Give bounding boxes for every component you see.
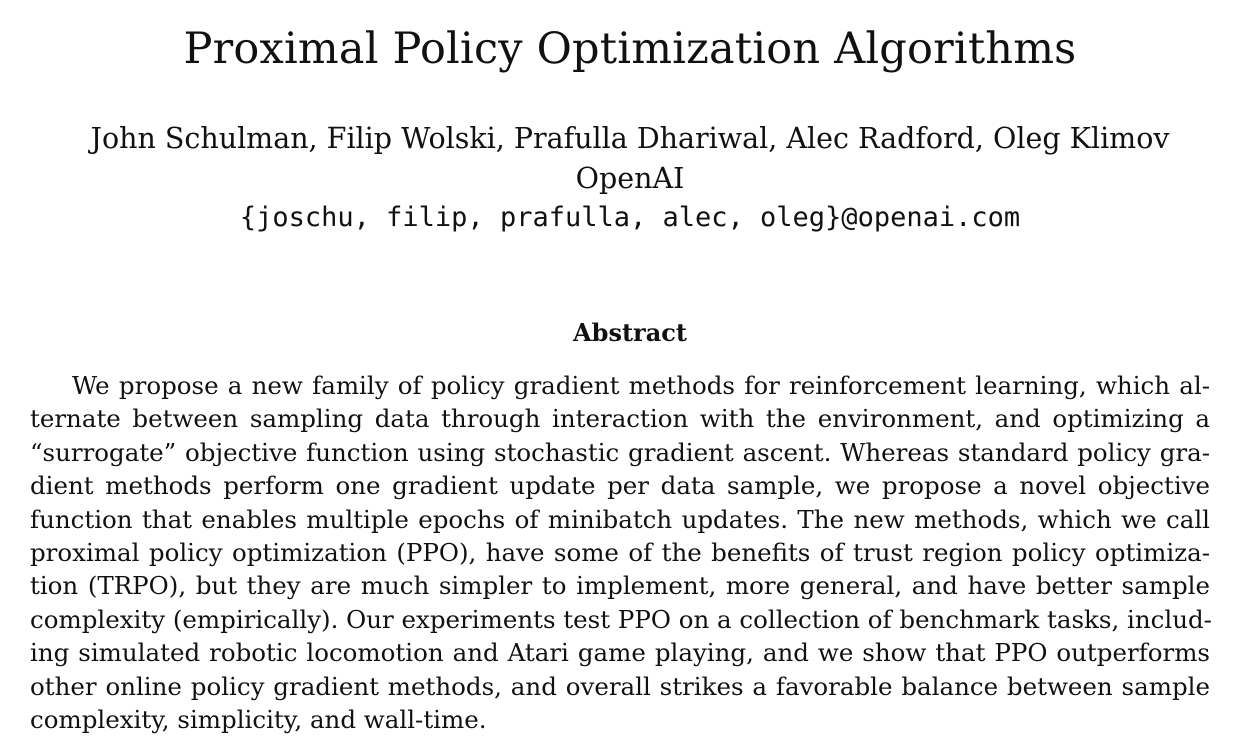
- abstract-line: We propose a new family of policy gradie…: [72, 371, 1210, 400]
- abstract-line: “surrogate” objective function using sto…: [30, 437, 1210, 467]
- author-list: John Schulman, Filip Wolski, Prafulla Dh…: [90, 122, 1170, 155]
- abstract-line: dient methods perform one gradient updat…: [30, 471, 1210, 501]
- abstract-line: tion (TRPO), but they are much simpler t…: [30, 571, 1210, 601]
- abstract-line: function that enables multiple epochs of…: [30, 504, 1210, 534]
- abstract-line: complexity (empirically). Our experiment…: [30, 604, 1212, 634]
- paper-title: Proximal Policy Optimization Algorithms: [183, 24, 1077, 74]
- abstract-line: ing simulated robotic locomotion and Ata…: [30, 638, 1210, 668]
- abstract-line: ternate between sampling data through in…: [30, 404, 1210, 434]
- author-emails: {joschu, filip, prafulla, alec, oleg}@op…: [239, 202, 1021, 233]
- abstract-line: other online policy gradient methods, an…: [30, 671, 1210, 701]
- abstract-heading: Abstract: [573, 318, 687, 347]
- abstract-line: proximal policy optimization (PPO), have…: [30, 537, 1210, 567]
- abstract-body: We propose a new family of policy gradie…: [30, 369, 1212, 736]
- author-affiliation: OpenAI: [575, 162, 685, 195]
- abstract-line: complexity, simplicity, and wall-time.: [30, 704, 487, 734]
